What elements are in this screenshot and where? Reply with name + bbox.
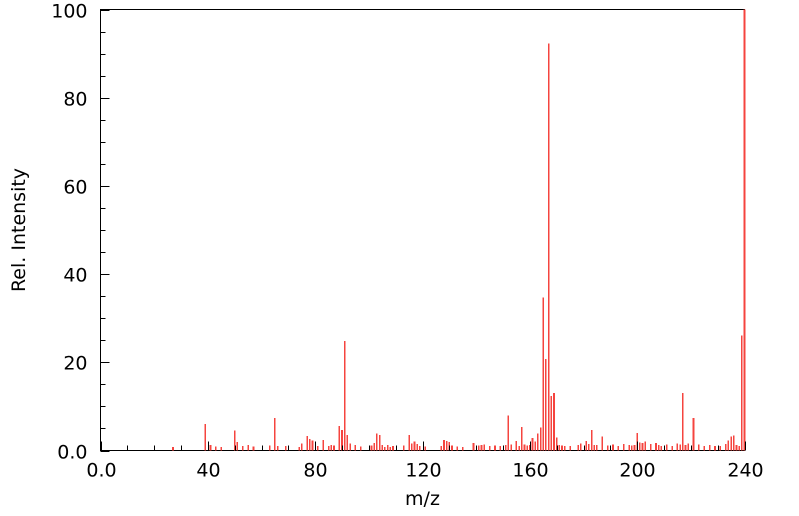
y-tick-label: 20 — [63, 353, 87, 375]
x-tick-label: 200 — [619, 460, 655, 482]
x-tick-label: 120 — [405, 460, 441, 482]
y-axis-label: Rel. Intensity — [8, 168, 30, 292]
x-tick-label: 240 — [727, 460, 763, 482]
x-tick-label: 40 — [196, 460, 220, 482]
y-tick-label: 80 — [63, 89, 87, 111]
x-axis-label: m/z — [405, 488, 440, 510]
y-tick-label: 40 — [63, 265, 87, 287]
y-tick-label: 100 — [51, 1, 87, 23]
plot-frame — [99, 8, 746, 452]
y-tick-label: 0.0 — [57, 442, 87, 464]
x-tick-label: 0.0 — [86, 460, 116, 482]
peak-group — [172, 9, 746, 451]
x-tick-label: 160 — [512, 460, 548, 482]
y-tick-label: 60 — [63, 177, 87, 199]
x-tick-label: 80 — [303, 460, 327, 482]
